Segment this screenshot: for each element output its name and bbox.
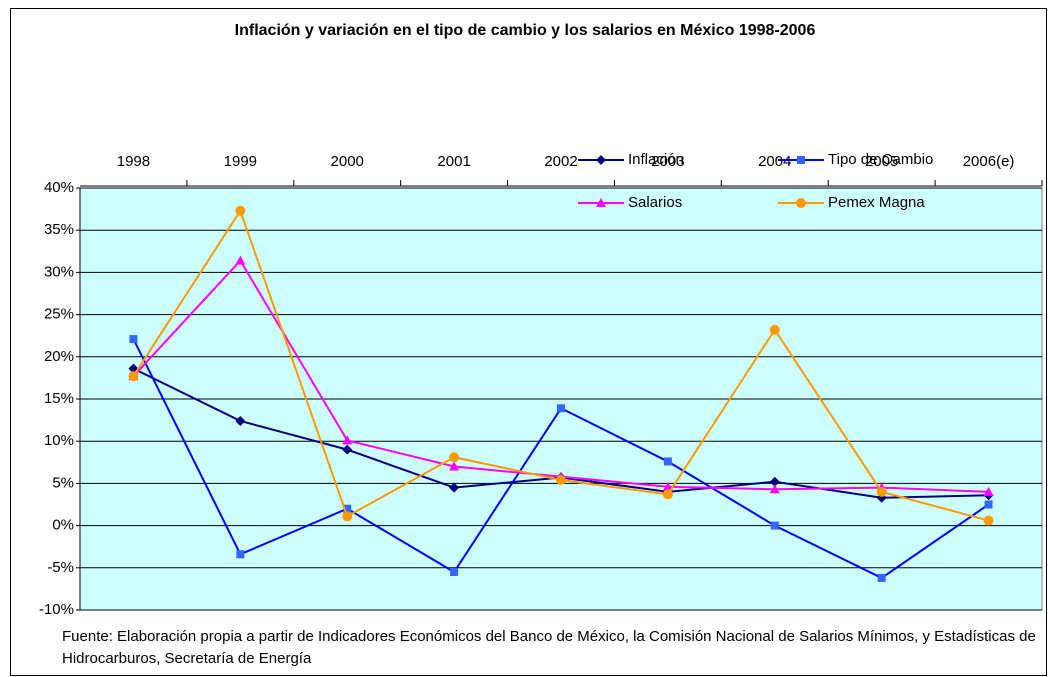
- marker: [770, 521, 779, 530]
- x-tick-label: 2002: [544, 153, 577, 170]
- x-tick-label: 2004: [758, 153, 791, 170]
- x-tick-label: 2005: [865, 153, 898, 170]
- source-note: Fuente: Elaboración propia a partir de I…: [62, 628, 1036, 667]
- marker: [342, 511, 353, 522]
- marker: [450, 568, 459, 577]
- x-tick-label: 2006(e): [963, 153, 1015, 170]
- marker: [449, 452, 460, 463]
- marker: [449, 461, 460, 471]
- y-tick-label: 15%: [44, 390, 74, 407]
- x-tick-label: 2001: [437, 153, 470, 170]
- y-tick-label: 40%: [44, 179, 74, 196]
- marker: [983, 515, 994, 526]
- marker: [235, 205, 246, 216]
- marker: [769, 484, 780, 494]
- x-tick-label: 2000: [331, 153, 364, 170]
- marker: [128, 371, 139, 382]
- marker: [876, 486, 887, 497]
- marker: [449, 482, 460, 493]
- chart-title: Inflación y variación en el tipo de camb…: [234, 22, 816, 39]
- marker: [596, 155, 606, 165]
- y-tick-label: -5%: [47, 559, 74, 576]
- y-tick-label: 25%: [44, 306, 74, 323]
- legend-label: Pemex Magna: [828, 194, 925, 211]
- y-tick-label: 30%: [44, 263, 74, 280]
- marker: [556, 475, 566, 486]
- y-tick-label: 5%: [52, 474, 74, 491]
- x-tick-label: 1999: [224, 153, 257, 170]
- marker: [769, 476, 780, 487]
- marker: [235, 255, 246, 265]
- marker: [343, 504, 352, 513]
- legend-label: Salarios: [628, 194, 682, 211]
- legend-label: Tipo de Cambio: [828, 151, 933, 168]
- y-tick-label: 10%: [44, 432, 74, 449]
- y-tick-label: -10%: [39, 601, 74, 618]
- x-tick-label: 1998: [117, 153, 150, 170]
- marker: [342, 444, 353, 455]
- marker: [129, 335, 138, 344]
- marker: [796, 198, 806, 208]
- marker: [235, 415, 246, 426]
- marker: [877, 573, 886, 582]
- marker: [557, 404, 565, 413]
- marker: [662, 489, 673, 500]
- marker: [342, 435, 353, 445]
- y-tick-label: 35%: [44, 221, 74, 238]
- y-tick-label: 0%: [52, 517, 74, 534]
- y-tick-label: 20%: [44, 348, 74, 365]
- marker: [769, 324, 780, 335]
- marker: [662, 481, 673, 491]
- x-tick-label: 2003: [651, 153, 684, 170]
- marker: [236, 550, 245, 559]
- marker: [984, 500, 993, 509]
- chart-frame: [10, 8, 1047, 676]
- marker: [983, 486, 994, 496]
- marker: [797, 156, 805, 164]
- marker: [596, 198, 606, 207]
- marker: [663, 457, 672, 466]
- legend-label: Inflación: [628, 151, 684, 168]
